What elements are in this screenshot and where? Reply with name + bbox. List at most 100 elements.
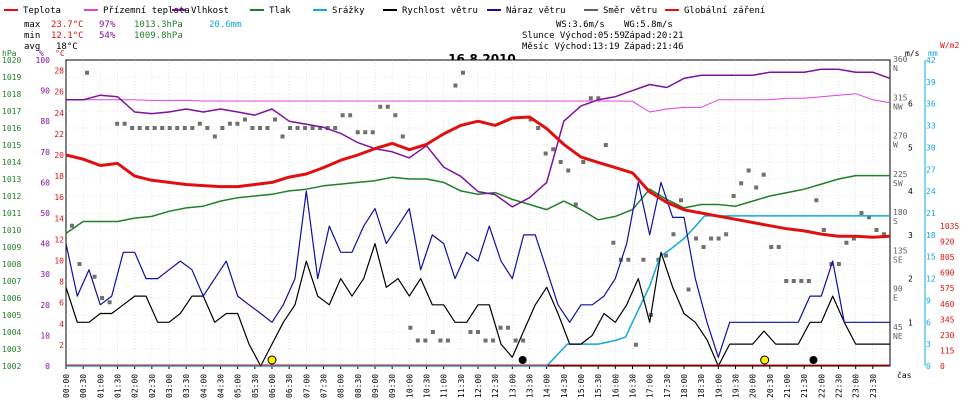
tick-hpa: 1004 — [2, 328, 21, 337]
wind-dir-point — [686, 287, 691, 292]
x-tick-label: 07:00 — [302, 374, 311, 398]
tick-mm: 24 — [926, 187, 936, 196]
x-tick-label: 20:30 — [766, 374, 775, 398]
tick-degc: 26 — [54, 88, 64, 97]
tick-mm: 21 — [926, 209, 936, 218]
x-tick-label: 18:00 — [680, 374, 689, 398]
x-tick-label: 09:00 — [371, 374, 380, 398]
tick-mm: 42 — [926, 56, 936, 65]
wind-dir-point — [333, 126, 338, 130]
x-tick-label: 16:30 — [629, 374, 638, 398]
wind-dir-point — [836, 262, 841, 266]
wind-dir-point — [498, 325, 503, 330]
wind-dir-point — [491, 338, 496, 343]
tick-degc: 16 — [54, 193, 64, 202]
tick-mm: 39 — [926, 78, 936, 87]
legend-label: Přízemní teplota — [103, 6, 190, 16]
wind-dir-point — [445, 338, 450, 343]
tick-hpa: 1020 — [2, 56, 21, 65]
wind-dir-point — [212, 134, 217, 139]
tick-wm2: 345 — [940, 315, 955, 324]
wind-dir-point — [694, 236, 699, 241]
wind-dir-point — [400, 134, 405, 139]
tick-wm2: 230 — [940, 331, 955, 340]
tick-wm2: 0 — [940, 362, 945, 371]
x-tick-label: 22:30 — [835, 374, 844, 398]
tick-hpa: 1009 — [2, 243, 21, 252]
wind-dir-point — [190, 126, 195, 130]
series-line-teplota — [65, 115, 891, 239]
tick-degc: 22 — [54, 130, 64, 139]
x-tick-label: 22:00 — [817, 374, 826, 398]
wind-dir-point — [641, 257, 646, 262]
legend: Teplota Přízemní teplota Vlhkost Tlak Srážky… — [4, 6, 765, 16]
sunset-marker — [760, 355, 770, 365]
wind-dir-point — [746, 168, 751, 173]
wind-dir-point — [633, 342, 638, 347]
tick-pct: 30 — [40, 270, 50, 279]
tick-dir-name: E — [893, 294, 898, 303]
wind-dir-point — [393, 113, 398, 118]
stats-block: max 23.7°C 97% 1013.3hPa 20.6mm min 12.1… — [24, 20, 684, 52]
tick-degc: 14 — [54, 214, 64, 223]
tick-ms: 5 — [908, 143, 913, 152]
wind-dir-point — [543, 151, 548, 156]
wind-dir-point — [348, 113, 353, 118]
wind-dir-point — [731, 194, 736, 198]
x-tick-label: 06:30 — [285, 374, 294, 398]
wind-dir-point — [227, 121, 232, 126]
wind-dir-point — [242, 117, 247, 122]
x-tick-label: 02:00 — [131, 374, 140, 398]
moonrise-marker — [518, 356, 527, 364]
wind-dir-point — [874, 228, 879, 232]
axis-unit-pct: % — [39, 49, 44, 58]
axis-unit-mm: mm — [928, 49, 938, 58]
wind-dir-point — [882, 232, 886, 237]
wind-dir-point — [761, 172, 766, 177]
axis-unit-hpa: hPa — [2, 49, 17, 58]
tick-degc: 10 — [54, 256, 64, 265]
wind-dir-point — [100, 296, 105, 300]
stat-avg-label: avg — [24, 42, 40, 52]
legend-label: Směr větru — [603, 6, 657, 16]
stat-min-temp: 12.1°C — [51, 31, 84, 41]
series — [65, 68, 891, 367]
tick-degc: 12 — [54, 235, 64, 244]
tick-hpa: 1008 — [2, 260, 21, 269]
series-line-n-raz-v-tru — [65, 181, 890, 358]
wind-dir-point — [821, 228, 826, 232]
tick-wm2: 805 — [940, 253, 955, 262]
stat-min-press: 1009.8hPa — [134, 31, 183, 41]
wind-dir-point — [663, 253, 668, 258]
wind-dir-point — [769, 245, 774, 249]
tick-degc: 6 — [59, 299, 64, 308]
tick-dir: 45 — [893, 323, 903, 332]
x-tick-label: 05:30 — [251, 374, 260, 398]
x-tick-label: 14:30 — [560, 374, 569, 398]
stat-sun-rise: Slunce Východ:05:59 — [522, 31, 625, 41]
series-line-p-zemn-teplota — [66, 93, 891, 113]
wind-dir-point — [205, 126, 210, 130]
x-tick-label: 16:00 — [611, 374, 620, 398]
tick-dir-name: SE — [893, 255, 903, 264]
legend-label: Vlhkost — [191, 6, 229, 16]
x-tick-label: 15:30 — [594, 374, 603, 398]
tick-ms: 2 — [908, 275, 913, 284]
tick-degc: 2 — [59, 341, 64, 350]
wind-dir-point — [776, 245, 781, 249]
wind-dir-point — [303, 126, 308, 130]
wind-dir-point — [671, 232, 676, 237]
stat-ws: WS:3.6m/s — [556, 20, 605, 30]
tick-pct: 100 — [36, 56, 51, 65]
legend-label: Náraz větru — [506, 6, 566, 16]
tick-pct: 50 — [40, 209, 50, 218]
wind-dir-point — [280, 134, 285, 139]
x-tick-label: 17:30 — [663, 374, 672, 398]
wind-dir-point — [468, 330, 473, 334]
wind-dir-point — [77, 262, 82, 266]
tick-hpa: 1013 — [2, 175, 21, 184]
x-tick-label: 04:30 — [217, 374, 226, 398]
wind-dir-point — [476, 330, 480, 334]
tick-wm2: 690 — [940, 269, 955, 278]
tick-wm2: 1035 — [940, 222, 959, 231]
